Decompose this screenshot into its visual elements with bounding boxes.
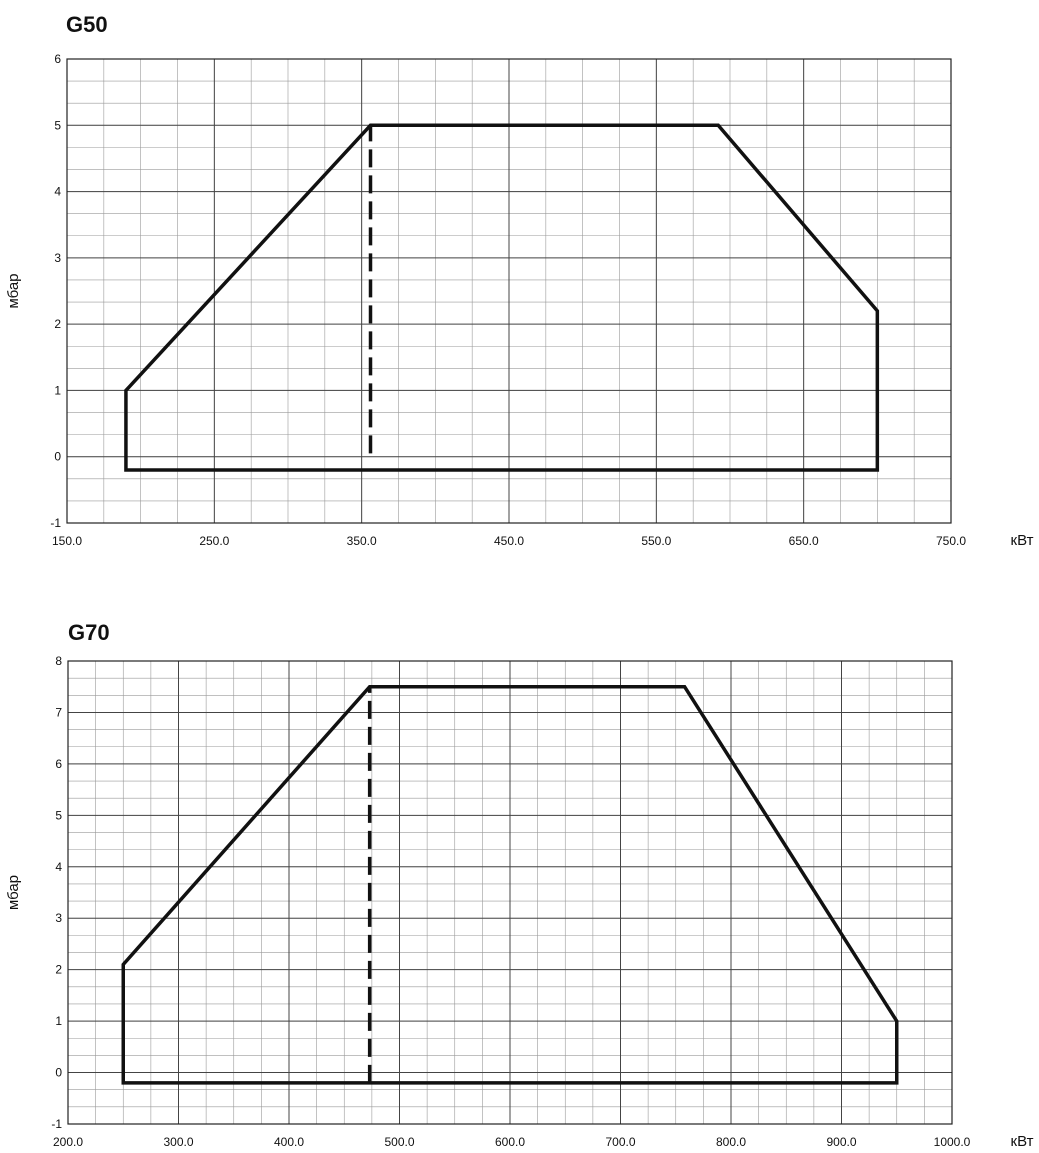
y-tick-label: -1 [51,1117,62,1131]
y-tick-label: 5 [54,118,61,132]
x-tick-label: 700.0 [605,1135,635,1149]
operating-envelope-line [124,123,880,472]
plot-frame [67,660,953,1125]
chart-g50: G50 150.0 250.0 350.0 450.0 550.0 650.0 750.0 6… [0,0,1039,570]
y-tick-label: 5 [55,808,62,822]
y-tick-label: 8 [55,654,62,668]
x-tick-label: 1000.0 [934,1135,971,1149]
y-tick-label: 1 [55,1014,62,1028]
chart-plot-g70: 200.0 300.0 400.0 500.0 600.0 700.0 800.0 900.0… [5,654,1034,1150]
operating-envelope-line [121,684,899,1085]
y-tick-label: 7 [55,705,62,719]
x-tick-label: 200.0 [53,1135,83,1149]
y-tick-label: 3 [54,251,61,265]
y-tick-label: 3 [55,911,62,925]
x-tick-label: 800.0 [716,1135,746,1149]
x-axis-label: кВт [1011,532,1034,549]
x-tick-label: 300.0 [163,1135,193,1149]
y-tick-label: 6 [55,757,62,771]
x-axis-label: кВт [1011,1133,1034,1150]
plot-frame [66,58,952,524]
y-tick-label: 4 [55,860,62,874]
y-tick-label: -1 [50,516,61,530]
x-tick-label: 450.0 [494,534,524,548]
x-tick-label: 600.0 [495,1135,525,1149]
chart-title: G50 [66,12,108,37]
x-tick-label: 150.0 [52,534,82,548]
chart-plot-g50: 150.0 250.0 350.0 450.0 550.0 650.0 750.0 6 5 4 3 2… [5,52,1034,549]
y-axis-label: мбар [5,875,22,910]
y-tick-label: 6 [54,52,61,66]
y-tick-label: 2 [54,317,61,331]
x-tick-label: 400.0 [274,1135,304,1149]
x-tick-label: 250.0 [199,534,229,548]
x-tick-label: 500.0 [384,1135,414,1149]
x-tick-label: 350.0 [347,534,377,548]
chart-title: G70 [68,620,110,645]
x-tick-label: 650.0 [789,534,819,548]
y-axis-label: мбар [5,273,22,308]
chart-g70: G70 200.0 300.0 400.0 500.0 600.0 700.0 800.0 9… [0,600,1039,1153]
y-tick-label: 4 [54,185,61,199]
y-tick-label: 0 [55,1066,62,1080]
y-tick-label: 2 [55,963,62,977]
x-tick-label: 550.0 [641,534,671,548]
y-tick-label: 1 [54,383,61,397]
x-tick-label: 750.0 [936,534,966,548]
x-tick-label: 900.0 [826,1135,856,1149]
y-tick-label: 0 [54,450,61,464]
